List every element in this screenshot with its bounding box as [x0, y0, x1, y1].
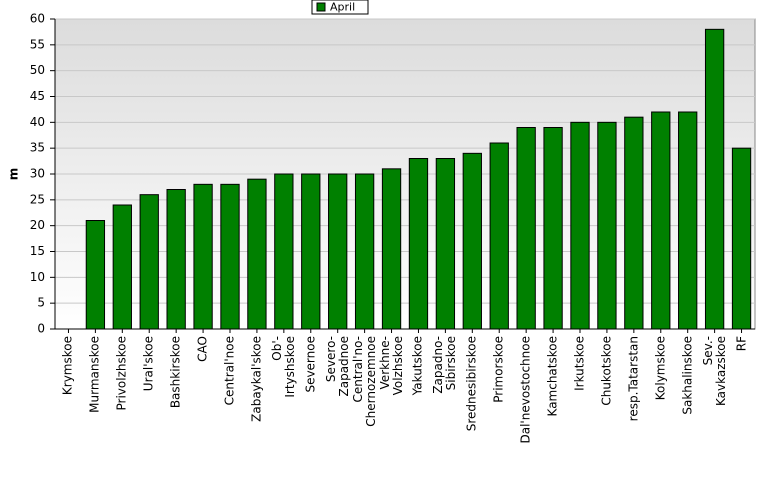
y-tick-label: 20: [30, 218, 45, 232]
x-tick-label: Sakhalinskoe: [680, 336, 695, 415]
bar: [704, 28, 725, 330]
bar: [462, 152, 482, 330]
bar: [543, 127, 563, 330]
bar: [516, 127, 536, 330]
x-tick-label: Krymskoe: [60, 336, 75, 396]
x-tick-label: Murmanskoe: [87, 336, 102, 413]
bar: [85, 220, 106, 330]
bar: [112, 204, 132, 330]
x-tick-label: RF: [734, 336, 749, 352]
y-tick-label: 35: [30, 141, 45, 155]
y-tick-label: 60: [30, 12, 45, 26]
y-tick-label: 25: [30, 192, 45, 206]
x-tick-label: Verkhne- Volzhskoe: [377, 336, 405, 396]
y-tick-label: 5: [37, 296, 45, 310]
bar: [193, 183, 213, 330]
x-tick-label: Irkutskoe: [572, 336, 587, 391]
x-tick-label: Yakutskoe: [410, 336, 425, 396]
x-tick-label: Dal'nevostochnoe: [518, 336, 533, 444]
bar: [247, 178, 267, 330]
x-tick-label: Zapadno- Sibirskoe: [431, 336, 459, 394]
y-tick-label: 10: [30, 270, 45, 284]
bar: [381, 168, 402, 330]
x-tick-label: Privolzhskoe: [114, 336, 129, 411]
y-tick-label: 30: [30, 167, 45, 181]
x-tick-label: Kamchatskoe: [545, 336, 560, 417]
y-axis-label: m: [7, 168, 21, 181]
x-tick-label: Bashkirskoe: [168, 336, 183, 409]
x-tick-label: CAO: [195, 336, 210, 362]
x-tick-label: Chukotskoe: [599, 336, 614, 406]
x-tick-label: Ob'- Irtyshskoe: [269, 336, 297, 398]
x-tick-label: Central'no- Chernozemnoe: [350, 336, 378, 427]
bar: [731, 147, 752, 330]
x-tick-label: Central'noe: [222, 336, 237, 406]
legend-label: April: [330, 1, 355, 14]
bar: [301, 173, 321, 330]
y-tick-label: 55: [30, 37, 45, 51]
legend-swatch: [316, 2, 326, 12]
y-tick-label: 50: [30, 63, 45, 77]
x-tick-label: Severnoe: [303, 336, 318, 393]
x-tick-label: Sev.- Kavkazskoe: [700, 336, 728, 407]
legend: April: [311, 0, 369, 15]
y-tick-label: 45: [30, 89, 45, 103]
y-tick-label: 40: [30, 115, 45, 129]
bar: [435, 158, 456, 330]
x-tick-label: Ural'skoe: [141, 336, 156, 392]
legend-box: [311, 0, 369, 15]
x-tick-label: Zabaykal'skoe: [249, 336, 264, 422]
bar: [597, 121, 617, 330]
bar: [651, 111, 671, 330]
bar: [139, 194, 159, 330]
bar: [408, 158, 429, 330]
bar: [489, 142, 509, 330]
bar: [220, 183, 240, 330]
x-tick-label: Srednesibirskoe: [464, 336, 479, 432]
bar: [678, 111, 698, 330]
x-tick-label: Severo- Zapadnoe: [323, 336, 351, 397]
bar: [354, 173, 375, 330]
bar: [624, 116, 644, 330]
y-tick-label: 15: [30, 244, 45, 258]
bar: [274, 173, 294, 330]
x-tick-label: resp.Tatarstan: [626, 336, 641, 422]
y-tick-label: 0: [37, 322, 45, 336]
bar: [328, 173, 348, 330]
x-tick-label: Primorskoe: [491, 336, 506, 403]
bar: [570, 121, 590, 330]
x-tick-label: Kolymskoe: [653, 336, 668, 401]
bar: [166, 189, 186, 330]
